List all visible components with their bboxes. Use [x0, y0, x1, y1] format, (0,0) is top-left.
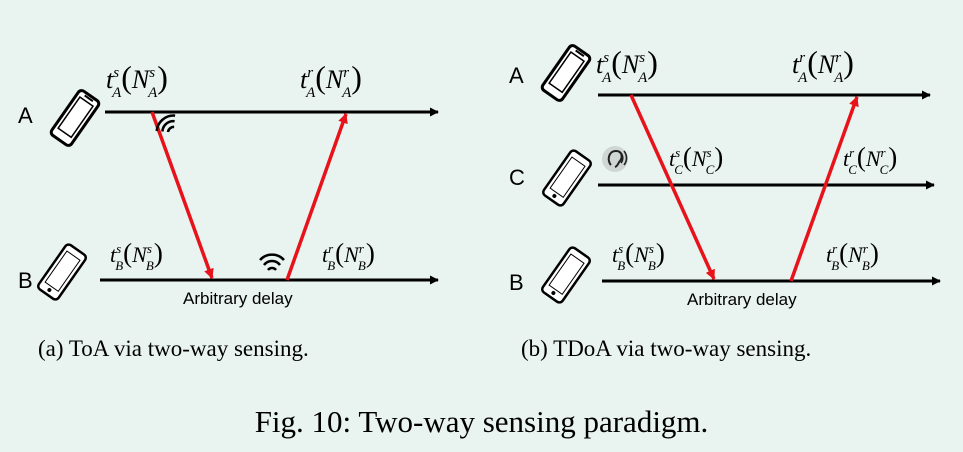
panel-b: A C B ts A(Ns A) tr A(Nr A) ts C(Ns C) tr C(Nr C… [509, 42, 941, 309]
signal-a-to-b [629, 94, 716, 280]
wireless-signal-icon [155, 114, 176, 133]
wireless-signal-icon [259, 253, 285, 271]
label-b-recv: tr B(Nr B) [322, 238, 375, 273]
figure-caption: Fig. 10: Two-way sensing paradigm. [254, 404, 709, 439]
node-label-b: B [18, 268, 33, 293]
signal-b-to-a [789, 96, 859, 282]
label-a-send: ts A(Ns A) [596, 44, 658, 86]
arbitrary-delay-label: Arbitrary delay [687, 290, 797, 309]
signal-b-to-a [285, 113, 348, 281]
label-a-send: ts A(Ns A) [106, 59, 168, 101]
label-a-recv: tr A(Nr A) [792, 44, 854, 86]
phone-b-icon [35, 241, 89, 303]
ear-icon [602, 146, 628, 172]
phone-a-icon [539, 42, 593, 104]
label-b-send: ts B(Ns B) [612, 238, 665, 273]
label-b-recv: tr B(Nr B) [826, 238, 879, 273]
node-label-b: B [509, 270, 524, 295]
phone-c-icon [540, 147, 594, 209]
label-a-recv: tr A(Nr A) [300, 59, 362, 101]
label-c-recv: tr C(Nr C) [843, 142, 897, 177]
phone-b-icon [539, 244, 593, 306]
subfigure-caption-a: (a) ToA via two-way sensing. [38, 336, 309, 361]
node-label-a: A [509, 63, 524, 88]
panel-a: A B ts A(Ns A) tr A(Nr A) ts B(Ns B) [18, 59, 439, 308]
node-label-c: C [509, 165, 525, 190]
arbitrary-delay-label: Arbitrary delay [183, 289, 293, 308]
signal-a-to-b [150, 111, 214, 279]
subfigure-caption-b: (b) TDoA via two-way sensing. [521, 336, 812, 361]
label-c-send: ts C(Ns C) [669, 142, 723, 177]
node-label-a: A [18, 103, 33, 128]
label-b-send: ts B(Ns B) [110, 238, 163, 273]
phone-a-icon [48, 87, 102, 149]
